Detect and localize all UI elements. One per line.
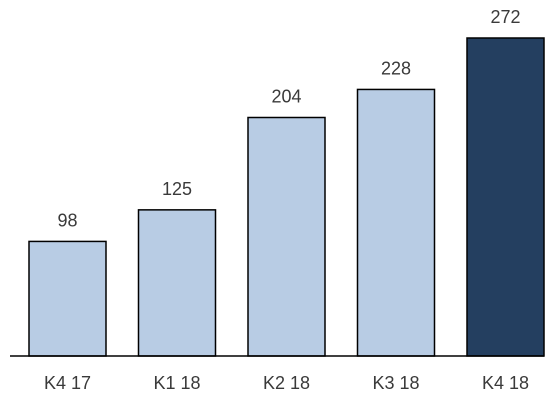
bar-k4-17: [28, 240, 107, 357]
x-tick-label-k3-18: K3 18: [372, 373, 419, 393]
value-label-k2-18: 204: [271, 87, 301, 107]
value-labels-layer: 98 125 204 228 272: [57, 7, 520, 230]
value-label-k4-18: 272: [490, 7, 520, 27]
value-label-k3-18: 228: [381, 58, 411, 78]
x-tick-label-k2-18: K2 18: [263, 373, 310, 393]
x-tick-label-k4-18: K4 18: [482, 373, 529, 393]
bar-k3-18: [356, 88, 436, 357]
bar-k1-18: [137, 209, 217, 357]
x-tick-label-k4-17: K4 17: [44, 373, 91, 393]
bar-k2-18: [247, 116, 326, 357]
value-label-k1-18: 125: [162, 179, 192, 199]
x-tick-label-k1-18: K1 18: [153, 373, 200, 393]
bar-k4-18: [466, 37, 545, 357]
value-label-k4-17: 98: [57, 210, 77, 230]
bars-layer: [28, 37, 545, 357]
tick-labels-layer: K4 17 K1 18 K2 18 K3 18 K4 18: [44, 373, 529, 393]
